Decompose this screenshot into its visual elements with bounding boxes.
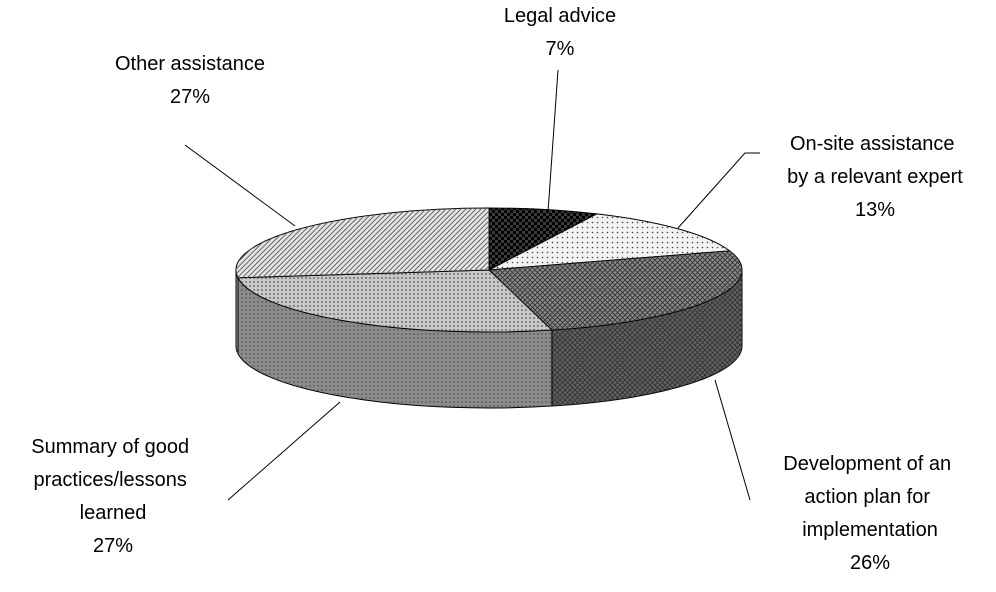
slice-label: Legal advice (504, 5, 616, 27)
slice-label: On-site assistance by a relevant expert (787, 133, 963, 188)
slice (235, 207, 490, 279)
leader-line (227, 401, 341, 501)
slice-label: Summary of good practices/lessons learne… (31, 436, 194, 524)
slice-value-label: 26% (850, 552, 890, 574)
leader-line (547, 69, 559, 213)
slice-texture (236, 270, 238, 354)
leader-line (677, 152, 760, 229)
leader-line (184, 144, 296, 227)
slice-value-label: 13% (855, 199, 895, 221)
slice-texture (551, 270, 742, 407)
slice-label: Other assistance (115, 53, 265, 75)
slice-value-label: 27% (93, 535, 133, 557)
slice-texture (237, 277, 552, 408)
slice-label: Development of an action plan for implem… (783, 453, 956, 541)
slice-value-label: 27% (170, 86, 210, 108)
slice-value-label: 7% (546, 38, 575, 60)
leader-line (714, 379, 751, 501)
